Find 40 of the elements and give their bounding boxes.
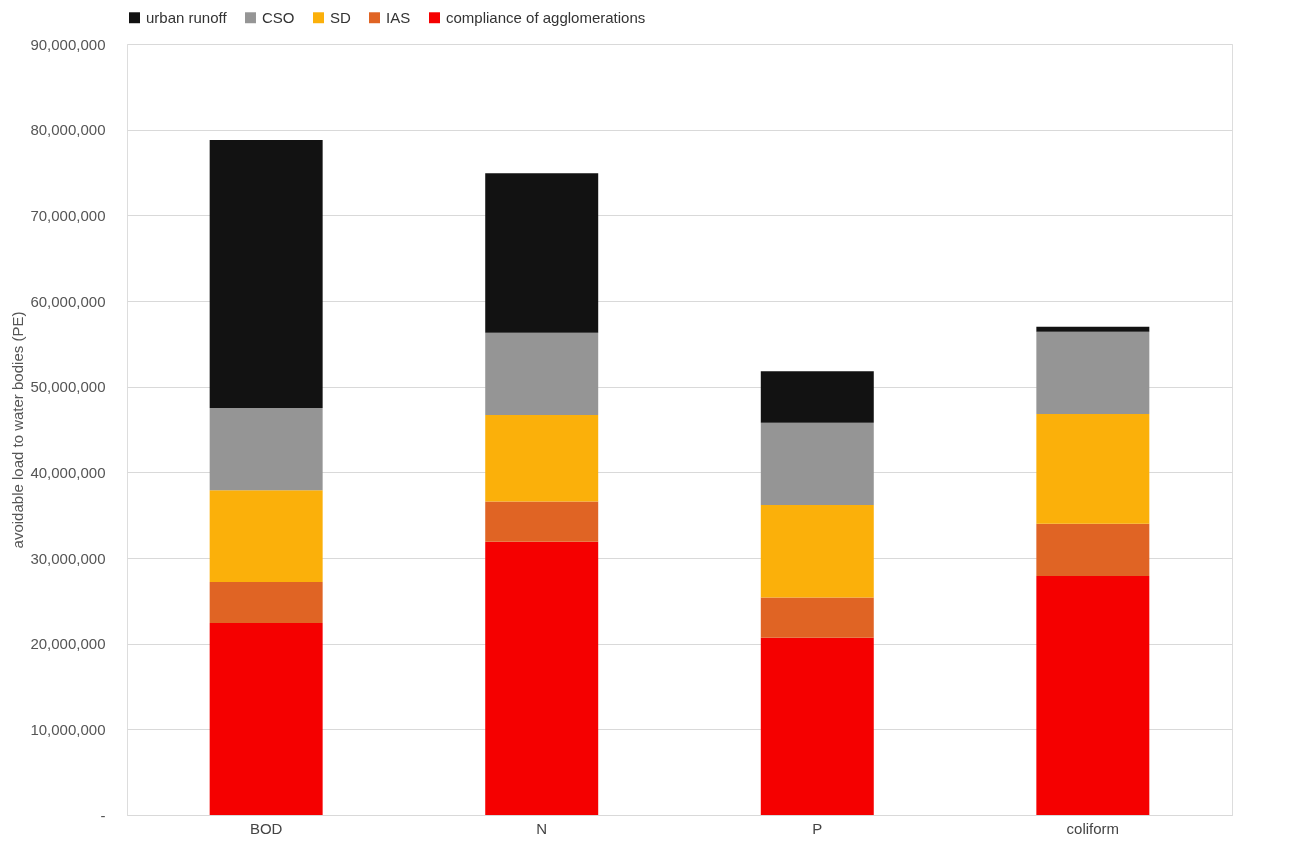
legend-label: IAS (386, 8, 411, 26)
bar (209, 408, 323, 491)
bar (1036, 523, 1150, 576)
y-tick-label: 70,000,000 (30, 206, 106, 224)
legend-label: compliance of agglomerations (446, 8, 646, 26)
bar (760, 422, 874, 505)
bar (209, 581, 323, 624)
legend-label: urban runoff (146, 8, 228, 26)
bar (1036, 331, 1150, 415)
y-tick-label: 60,000,000 (30, 292, 106, 310)
y-tick-label: 10,000,000 (30, 720, 106, 738)
y-tick-label: 20,000,000 (30, 635, 106, 653)
bar (485, 541, 599, 815)
bar (209, 139, 323, 409)
legend-label: SD (330, 8, 351, 26)
bar (1036, 326, 1150, 332)
x-tick-label: BOD (249, 819, 283, 837)
y-tick-label: - (100, 806, 106, 824)
bar (760, 637, 874, 815)
bar (485, 173, 599, 333)
bar (1036, 575, 1150, 815)
bar (209, 490, 323, 582)
y-tick-label: 40,000,000 (30, 463, 106, 481)
bar (485, 501, 599, 542)
x-tick-label: N (536, 819, 548, 837)
bar (760, 371, 874, 423)
y-tick-label: 50,000,000 (30, 378, 106, 396)
y-tick-label: 80,000,000 (30, 121, 106, 139)
y-tick-label: 90,000,000 (30, 35, 106, 53)
bar (485, 414, 599, 502)
bar (485, 332, 599, 415)
bar (209, 623, 323, 815)
legend-label: CSO (262, 8, 295, 26)
bar (760, 504, 874, 598)
bar (760, 597, 874, 638)
x-tick-label: P (812, 819, 823, 837)
x-tick-label: coliform (1066, 819, 1120, 837)
y-axis-title: avoidable load to water bodies (PE) (9, 311, 27, 549)
bar (1036, 414, 1150, 524)
y-tick-label: 30,000,000 (30, 549, 106, 567)
